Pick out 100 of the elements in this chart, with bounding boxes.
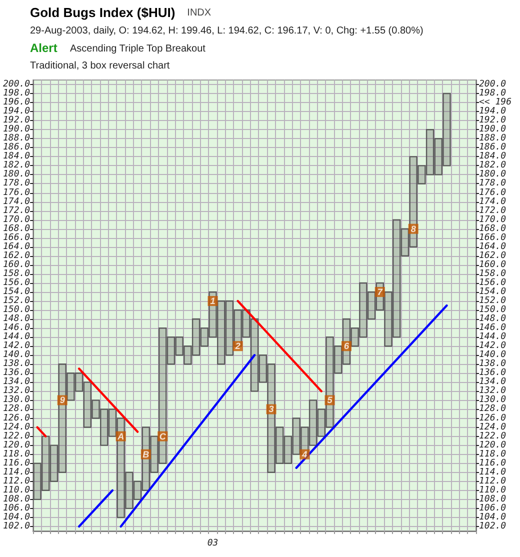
y2-tick-label: 140.0	[479, 350, 506, 360]
y-tick-label: 122.0	[3, 431, 30, 442]
series-label: 1	[210, 296, 216, 306]
text: INDX	[187, 8, 212, 18]
bar	[200, 327, 209, 347]
y-tick-label: 198.0	[3, 88, 30, 99]
y-tick-label: 152.0	[3, 296, 30, 306]
bar	[434, 138, 442, 176]
y-tick-label: 132.0	[3, 386, 30, 396]
bar	[225, 300, 234, 356]
series-label: 8	[410, 224, 416, 234]
y-tick-label: 142.0	[3, 341, 30, 352]
y-tick-label: 128.0	[3, 404, 30, 414]
y-tick-label: 158.0	[3, 268, 30, 279]
chart-subtitle: 29-Aug-2003, daily, O: 194.62, H: 199.46, L: 194.62, C: 196.17, V: 0, Chg: +1.55 (0.80%)	[30, 26, 424, 36]
y-tick-label: 192.0	[3, 116, 30, 126]
y-tick-label: 156.0	[3, 278, 30, 288]
y-tick-label: 102.0	[3, 521, 30, 532]
y2-tick-label: 160.0	[479, 260, 506, 270]
bar	[426, 129, 434, 176]
bar	[125, 472, 134, 510]
series-label: A	[116, 431, 124, 442]
bar	[250, 318, 259, 392]
y-tick-label: 196.0	[3, 98, 30, 108]
y2-tick-label: 104.0	[479, 512, 506, 522]
y2-tick-label: 114.0	[479, 467, 506, 478]
bar	[442, 92, 451, 166]
y-tick-label: 108.0	[3, 494, 30, 504]
y2-tick-label: 106.0	[479, 503, 506, 514]
y2-tick-label: 164.0	[479, 242, 506, 252]
y2-tick-label: 154.0	[479, 286, 506, 297]
y-tick-label: 160.0	[3, 260, 30, 270]
y-tick-label: 182.0	[3, 160, 30, 171]
y2-tick-label: 108.0	[479, 494, 506, 504]
y-tick-label: 146.0	[3, 323, 30, 334]
y-tick-label: 150.0	[3, 305, 30, 316]
y-tick-label: 134.0	[3, 377, 30, 388]
y-tick-label: 184.0	[3, 152, 30, 162]
bar	[359, 282, 368, 338]
y2-tick-label: 110.0	[479, 485, 506, 496]
y2-tick-label: 132.0	[479, 386, 506, 396]
bar	[367, 291, 376, 320]
bar	[242, 309, 250, 338]
bar	[133, 480, 142, 500]
y2-tick-label: 116.0	[479, 458, 506, 468]
y2-tick-label: 130.0	[479, 395, 506, 406]
bar	[58, 364, 66, 473]
y-tick-label: 162.0	[3, 250, 30, 261]
y2-tick-label: 102.0	[479, 521, 506, 532]
bar	[284, 436, 292, 464]
bar	[267, 364, 276, 473]
y2-tick-label: 134.0	[479, 377, 506, 388]
bar	[384, 291, 392, 347]
series-label: B	[142, 449, 150, 460]
series-label: 5	[327, 395, 334, 406]
y2-tick-label: 158.0	[479, 268, 506, 279]
y-tick-label: 188.0	[3, 134, 30, 144]
text: Ascending Triple Top Breakout	[70, 44, 206, 54]
y2-tick-label: 136.0	[479, 368, 506, 378]
y2-tick-label: << 196	[479, 98, 512, 108]
bar	[217, 300, 226, 365]
bar	[400, 228, 410, 256]
series-label: 9	[60, 395, 65, 406]
y2-tick-label: 188.0	[479, 134, 506, 144]
bar	[350, 327, 359, 347]
y-tick-label: 140.0	[3, 350, 30, 360]
y-tick-label: 112.0	[3, 476, 30, 486]
y-tick-label: 116.0	[3, 458, 30, 468]
bar	[42, 436, 50, 492]
bar	[50, 444, 58, 482]
y-tick-label: 120.0	[3, 440, 30, 450]
series-label: 4	[301, 449, 308, 460]
y2-tick-label: 166.0	[479, 232, 506, 243]
y2-tick-label: 142.0	[479, 341, 506, 352]
y-tick-label: 200.0	[3, 80, 30, 90]
y-tick-label: 118.0	[3, 449, 30, 460]
y2-tick-label: 194.0	[479, 106, 506, 117]
bar	[33, 462, 42, 500]
y2-tick-label: 146.0	[479, 323, 506, 334]
y2-tick-label: 182.0	[479, 160, 506, 171]
bar	[317, 408, 326, 437]
y-tick-label: 124.0	[3, 422, 30, 432]
y2-tick-label: 120.0	[479, 440, 506, 450]
y-tick-label: 144.0	[3, 332, 30, 342]
y2-tick-label: 152.0	[479, 296, 506, 306]
y2-tick-label: 150.0	[479, 305, 506, 316]
bar	[116, 418, 125, 518]
y2-tick-label: 198.0	[479, 88, 506, 99]
bar	[158, 327, 167, 464]
y2-tick-label: 118.0	[479, 449, 506, 460]
series-label: C	[159, 431, 166, 442]
y2-tick-label: 112.0	[479, 476, 506, 486]
y-tick-label: 106.0	[3, 503, 30, 514]
y2-tick-label: 170.0	[479, 214, 506, 225]
bar	[308, 400, 318, 446]
bar	[74, 372, 84, 392]
y-tick-label: 190.0	[3, 124, 30, 135]
bar	[292, 418, 300, 455]
y2-tick-label: 174.0	[479, 196, 506, 207]
bar	[166, 336, 176, 365]
